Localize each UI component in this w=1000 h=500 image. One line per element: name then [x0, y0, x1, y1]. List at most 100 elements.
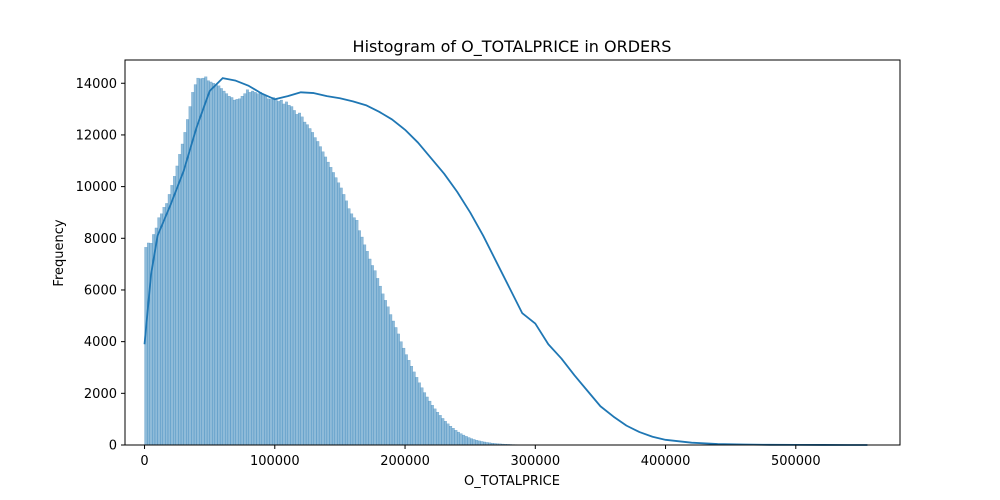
histogram-bar: [193, 84, 197, 446]
histogram-bar: [378, 285, 382, 446]
histogram-bar: [285, 101, 288, 446]
histogram-bar: [290, 106, 294, 446]
histogram-bar: [235, 99, 239, 446]
histogram-bar: [389, 314, 393, 446]
histogram-bar: [357, 230, 361, 446]
histogram-bar: [446, 423, 450, 446]
y-tick-label: 0: [109, 439, 117, 454]
histogram-bar: [344, 200, 348, 446]
histogram-bar: [303, 121, 307, 446]
histogram-bar: [404, 354, 408, 446]
histogram-bar: [201, 77, 205, 446]
histogram-bar: [430, 405, 434, 446]
histogram-bar: [415, 377, 419, 446]
histogram-bar: [376, 278, 380, 446]
histogram-bar: [160, 213, 163, 446]
histogram-bar: [412, 371, 416, 446]
histogram-bar: [407, 360, 411, 446]
kde-curve-group: [143, 77, 868, 446]
histogram-bar: [253, 92, 257, 446]
histogram-bar: [399, 341, 403, 446]
histogram-bar: [324, 156, 328, 446]
histogram-bar: [188, 106, 192, 446]
histogram-bar: [186, 119, 189, 446]
y-tick-label: 4000: [84, 335, 117, 350]
x-axis-label: O_TOTALPRICE: [464, 474, 560, 489]
histogram-bar: [339, 187, 343, 446]
histogram-bar: [206, 80, 210, 446]
histogram-bar: [477, 440, 481, 446]
histogram-bar: [204, 76, 208, 446]
histogram-bar: [459, 433, 463, 446]
histogram-bar: [321, 151, 325, 446]
histogram-bar: [238, 98, 242, 446]
histogram-bar: [470, 438, 473, 446]
histogram-bar: [451, 428, 455, 446]
histogram-bar: [170, 185, 174, 446]
histogram-bar: [259, 92, 262, 446]
x-tick-label: 100000: [250, 454, 300, 469]
histogram-bar: [248, 92, 252, 446]
histogram-bar: [165, 203, 169, 446]
histogram-bar: [410, 366, 414, 446]
histogram-bar: [272, 97, 275, 446]
histogram-bar: [438, 415, 442, 446]
histogram-bar: [146, 242, 150, 446]
histogram-bar: [277, 101, 281, 446]
histogram-bar: [232, 99, 236, 446]
histogram-bar: [441, 418, 445, 446]
histogram-bar: [394, 327, 398, 446]
histogram-bar: [443, 421, 447, 446]
histogram-bar: [274, 98, 278, 446]
x-tick-label: 0: [140, 454, 148, 469]
y-tick-label: 2000: [84, 387, 117, 402]
histogram-bar: [397, 333, 400, 446]
histogram-bar: [292, 110, 296, 446]
histogram-bar: [368, 258, 372, 446]
histogram-bar: [311, 132, 315, 446]
histogram-bar: [472, 439, 476, 446]
histogram-bar: [199, 78, 203, 446]
histogram-bar: [363, 244, 367, 446]
histogram-bar: [219, 88, 223, 446]
histogram-bar: [391, 320, 395, 446]
histogram-bar: [180, 143, 184, 446]
histogram-bar: [381, 293, 385, 446]
kde-curve: [143, 77, 868, 446]
y-tick-label: 12000: [76, 128, 117, 143]
histogram-bar: [425, 396, 429, 446]
histogram-bar: [329, 167, 333, 446]
histogram-bar: [480, 441, 484, 446]
histogram-bar: [230, 97, 234, 446]
histogram-bar: [154, 227, 158, 446]
histogram-bar: [144, 247, 148, 446]
histogram-bar: [456, 431, 460, 446]
histogram-bar: [251, 90, 255, 446]
histogram-bar: [423, 392, 427, 446]
histogram-bar: [173, 176, 176, 446]
plot-area-frame: [124, 59, 901, 446]
histogram-bar: [433, 408, 437, 446]
histogram-bar: [371, 265, 374, 446]
histogram-bar: [347, 208, 351, 446]
histogram-bar: [217, 85, 221, 446]
histogram-bar: [449, 425, 453, 446]
histogram-bar: [308, 128, 312, 446]
histogram-bar: [282, 103, 286, 446]
histogram-bar: [222, 90, 226, 446]
histogram-bar: [475, 440, 479, 446]
histogram-bar: [365, 251, 369, 446]
histogram-bar: [467, 437, 471, 446]
histogram-bar: [300, 116, 304, 446]
histogram-bar: [350, 213, 354, 446]
histogram-bar: [175, 165, 179, 446]
x-axis-ticks: 0 100000 200000 300000 400000 500000: [140, 445, 821, 469]
histogram-bar: [214, 84, 218, 446]
histogram-bar: [279, 99, 283, 446]
histogram-bar: [212, 83, 216, 446]
x-tick-label: 200000: [380, 454, 430, 469]
y-tick-label: 14000: [76, 77, 117, 92]
histogram-bar: [305, 124, 309, 446]
